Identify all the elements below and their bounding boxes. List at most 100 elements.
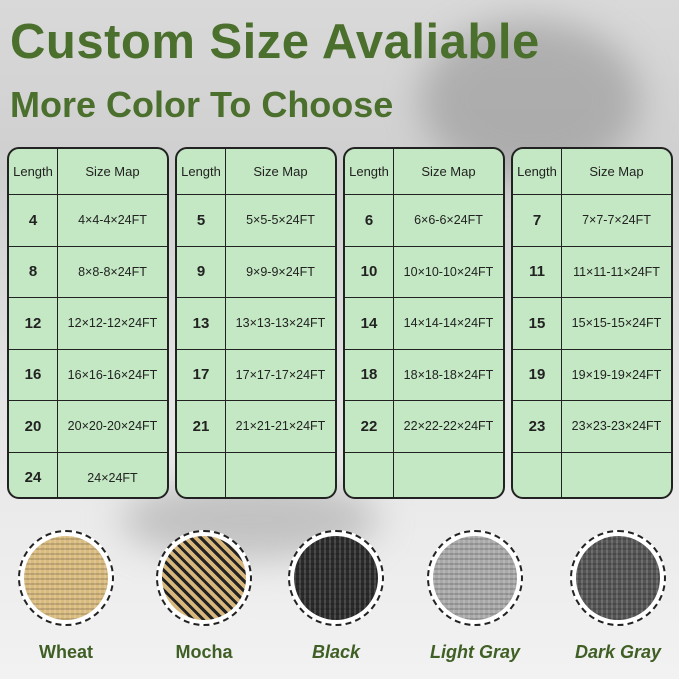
table-row: 6 6×6-6×24FT (345, 194, 503, 246)
table-row: 13 13×13-13×24FT (177, 297, 335, 349)
size-cell: 16×16-16×24FT (67, 367, 158, 382)
color-swatch[interactable] (570, 530, 666, 626)
length-cell: 5 (177, 195, 226, 246)
size-cell: 4×4-4×24FT (78, 213, 147, 228)
table-row (345, 451, 503, 498)
subheadline: More Color To Choose (10, 84, 394, 125)
length-cell: 6 (345, 195, 394, 246)
color-swatch[interactable] (288, 530, 384, 626)
size-cell: 19×19-19×24FT (571, 367, 662, 382)
size-cell (562, 453, 671, 498)
table-row (513, 451, 671, 498)
length-cell: 12 (9, 298, 58, 349)
color-swatch[interactable] (427, 530, 523, 626)
length-cell: 9 (177, 246, 226, 297)
length-cell (513, 452, 562, 497)
header-size-map: Size Map (421, 164, 476, 179)
color-label: Black (311, 642, 361, 662)
table-row: 11 11×11-11×24FT (513, 245, 671, 297)
color-label: Dark Gray (574, 642, 662, 662)
size-cell: 18×18-18×24FT (403, 367, 494, 382)
length-cell: 15 (513, 298, 562, 349)
size-cell: 23×23-23×24FT (571, 419, 662, 434)
size-cell: 8×8-8×24FT (78, 264, 147, 279)
size-cell (394, 453, 503, 498)
size-cell: 14×14-14×24FT (403, 316, 494, 331)
length-cell: 10 (345, 246, 394, 297)
size-cell (226, 453, 335, 498)
header-length: Length (9, 149, 58, 194)
size-cell: 6×6-6×24FT (414, 213, 483, 228)
header-size-map: Size Map (253, 164, 308, 179)
table-row: 15 15×15-15×24FT (513, 297, 671, 349)
size-cell: 21×21-21×24FT (235, 419, 326, 434)
table-row: 20 20×20-20×24FT (9, 400, 167, 452)
table-row: 8 8×8-8×24FT (9, 245, 167, 297)
table-header: Length Size Map (9, 149, 167, 194)
table-row: 7 7×7-7×24FT (513, 194, 671, 246)
length-cell: 22 (345, 401, 394, 452)
header-size-map: Size Map (85, 164, 140, 179)
fabric-texture (294, 536, 378, 620)
length-cell: 24 (9, 452, 58, 497)
fabric-texture (433, 536, 517, 620)
table-row: 18 18×18-18×24FT (345, 348, 503, 400)
headline: Custom Size Avaliable (10, 15, 540, 69)
size-cell: 5×5-5×24FT (246, 213, 315, 228)
table-header: Length Size Map (177, 149, 335, 194)
length-cell: 13 (177, 298, 226, 349)
table-header: Length Size Map (513, 149, 671, 194)
color-swatch[interactable] (18, 530, 114, 626)
table-row: 22 22×22-22×24FT (345, 400, 503, 452)
length-cell: 18 (345, 349, 394, 400)
table-row: 12 12×12-12×24FT (9, 297, 167, 349)
size-cell: 10×10-10×24FT (403, 264, 494, 279)
length-cell: 21 (177, 401, 226, 452)
table-row: 19 19×19-19×24FT (513, 348, 671, 400)
length-cell: 4 (9, 195, 58, 246)
length-cell: 11 (513, 246, 562, 297)
length-cell: 20 (9, 401, 58, 452)
length-cell: 14 (345, 298, 394, 349)
length-cell: 19 (513, 349, 562, 400)
table-row: 5 5×5-5×24FT (177, 194, 335, 246)
length-cell: 7 (513, 195, 562, 246)
length-cell: 16 (9, 349, 58, 400)
table-row: 16 16×16-16×24FT (9, 348, 167, 400)
table-row: 10 10×10-10×24FT (345, 245, 503, 297)
fabric-texture (24, 536, 108, 620)
size-table: Length Size Map 7 7×7-7×24FT 11 11×11-11×24FT… (511, 147, 673, 499)
header-length: Length (345, 149, 394, 194)
table-row: 23 23×23-23×24FT (513, 400, 671, 452)
length-cell: 8 (9, 246, 58, 297)
color-label: Light Gray (429, 642, 520, 662)
length-cell (177, 452, 226, 497)
size-table: Length Size Map 6 6×6-6×24FT 10 10×10-10×24FT… (343, 147, 505, 499)
length-cell: 17 (177, 349, 226, 400)
size-cell: 15×15-15×24FT (571, 316, 662, 331)
size-cell: 11×11-11×24FT (573, 264, 660, 279)
size-cell: 12×12-12×24FT (67, 316, 158, 331)
table-row: 4 4×4-4×24FT (9, 194, 167, 246)
color-label: Wheat (39, 642, 93, 662)
header-length: Length (513, 149, 562, 194)
fabric-texture (576, 536, 660, 620)
table-row: 9 9×9-9×24FT (177, 245, 335, 297)
size-table: Length Size Map 5 5×5-5×24FT 9 9×9-9×24FT 13 13… (175, 147, 337, 499)
table-row: 14 14×14-14×24FT (345, 297, 503, 349)
size-cell: 7×7-7×24FT (582, 213, 651, 228)
size-table: Length Size Map 4 4×4-4×24FT 8 8×8-8×24FT 12 12… (7, 147, 169, 499)
color-label: Mocha (175, 642, 233, 662)
table-row: 17 17×17-17×24FT (177, 348, 335, 400)
color-swatch[interactable] (156, 530, 252, 626)
header-size-map: Size Map (589, 164, 644, 179)
table-row: 21 21×21-21×24FT (177, 400, 335, 452)
header-length: Length (177, 149, 226, 194)
size-cell: 13×13-13×24FT (235, 316, 326, 331)
table-header: Length Size Map (345, 149, 503, 194)
fabric-texture (162, 536, 246, 620)
table-row (177, 451, 335, 498)
table-row: 24 24×24FT (9, 451, 167, 497)
size-cell: 17×17-17×24FT (235, 367, 326, 382)
length-cell (345, 452, 394, 497)
